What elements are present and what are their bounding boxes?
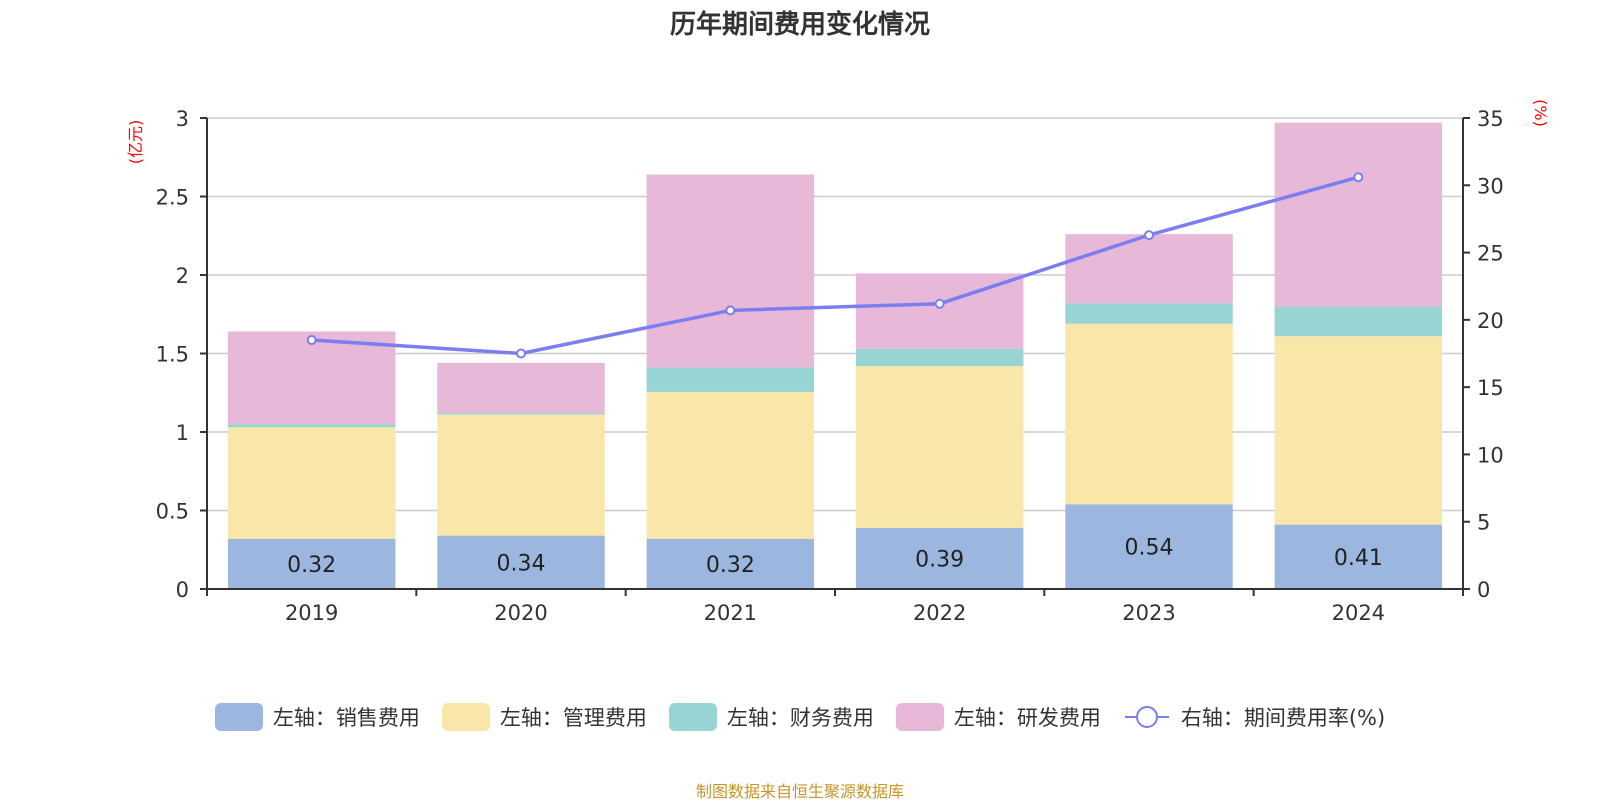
bar-segment-1 (437, 414, 605, 536)
bar-data-label: 0.39 (915, 547, 964, 572)
legend-label-sales: 左轴：销售费用 (272, 706, 420, 730)
bar-layer (227, 122, 1443, 589)
rate-point (1144, 230, 1154, 241)
gridlines (207, 117, 1463, 512)
legend-label-finance: 左轴：财务费用 (726, 706, 874, 730)
bar-segment-3 (227, 331, 396, 425)
legend-item-rnd[interactable]: 左轴：研发费用 (895, 702, 1101, 732)
bar-segment-2 (1065, 303, 1233, 324)
legend-swatch-finance (668, 703, 717, 731)
legend-swatch-rnd (895, 703, 944, 731)
bar-data-label: 0.32 (706, 553, 755, 578)
x-axis-tick-label: 2021 (704, 601, 757, 625)
left-axis-tick-label: 0 (176, 578, 189, 602)
bar-data-label: 0.34 (497, 551, 546, 576)
legend-label-rnd: 左轴：研发费用 (953, 706, 1101, 730)
right-axis-tick-label: 15 (1477, 376, 1504, 400)
legend-item-rate[interactable]: 右轴：期间费用率(%) (1123, 702, 1385, 732)
bar-segment-0 (646, 538, 815, 589)
left-axis-tick-label: 1.5 (156, 343, 189, 367)
legend-label-rate: 右轴：期间费用率(%) (1180, 706, 1386, 730)
rate-point (725, 305, 736, 316)
bar-segment-3 (646, 174, 815, 368)
bar-segment-0 (855, 527, 1024, 589)
left-axis-tick-label: 2.5 (156, 186, 189, 210)
bar-segment-1 (227, 427, 396, 539)
right-axis-tick-label: 10 (1477, 443, 1504, 467)
x-axis-tick-label: 2023 (1122, 601, 1175, 625)
bar-segment-0 (227, 538, 396, 589)
bar-segment-3 (1065, 234, 1233, 304)
rate-point (516, 348, 526, 359)
right-axis-tick-label: 0 (1477, 578, 1490, 602)
right-axis-tick-label: 20 (1477, 309, 1504, 333)
legend-item-sales[interactable]: 左轴：销售费用 (214, 702, 420, 732)
data-labels: 0.32 0.34 0.32 0.39 0.54 0.41 (287, 536, 1383, 578)
bar-data-label: 0.54 (1125, 536, 1174, 561)
source-note: 制图数据来自恒生聚源数据库 (695, 782, 904, 801)
right-axis-unit: (%) (1531, 99, 1550, 127)
legend-swatch-admin (441, 703, 490, 731)
bar-segment-3 (1274, 122, 1443, 307)
x-axis-tick-label: 2020 (494, 601, 547, 625)
rate-line (311, 175, 1359, 356)
bar-segment-0 (437, 535, 605, 589)
legend-item-admin[interactable]: 左轴：管理费用 (441, 702, 647, 732)
bar-segment-2 (646, 367, 815, 392)
left-axis-tick-label: 3 (176, 107, 189, 131)
chart-title: 历年期间费用变化情况 (669, 10, 930, 40)
right-axis-tick-label: 30 (1477, 174, 1504, 198)
bar-segment-2 (855, 348, 1024, 367)
legend-item-finance[interactable]: 左轴：财务费用 (668, 702, 874, 732)
bar-segment-2 (437, 413, 605, 415)
right-axis-tick-label: 5 (1477, 511, 1490, 535)
right-axis-tick-label: 25 (1477, 242, 1504, 266)
right-axis-tick-label: 35 (1477, 107, 1504, 131)
bar-segment-2 (1274, 306, 1443, 337)
legend: 左轴：销售费用 左轴：管理费用 左轴：财务费用 左轴：研发费用 右轴：期间费用率… (0, 702, 1600, 732)
rate-line-layer (306, 172, 1364, 359)
left-axis-unit: (亿元) (126, 120, 145, 165)
bar-segment-1 (646, 391, 815, 539)
line-circle-icon (1124, 706, 1169, 728)
rate-point (934, 298, 945, 309)
bar-segment-1 (1065, 323, 1233, 505)
x-axis-tick-label: 2022 (913, 601, 966, 625)
x-axis-tick-label: 2019 (285, 601, 338, 625)
bar-segment-0 (1065, 504, 1233, 589)
rate-point (1353, 172, 1364, 183)
left-axis-tick-label: 1 (176, 421, 189, 445)
bar-data-label: 0.32 (287, 553, 336, 578)
left-axis-tick-label: 2 (176, 264, 189, 288)
legend-label-admin: 左轴：管理费用 (499, 706, 647, 730)
legend-swatch-sales (214, 703, 263, 731)
x-axis-tick-label: 2024 (1332, 601, 1385, 625)
rate-point (306, 335, 317, 346)
bar-segment-3 (437, 362, 605, 414)
left-axis-tick-label: 0.5 (156, 500, 189, 524)
bar-data-label: 0.41 (1334, 546, 1383, 571)
bar-segment-1 (855, 366, 1024, 528)
bar-segment-0 (1274, 524, 1443, 589)
bar-segment-1 (1274, 336, 1443, 525)
bar-segment-2 (227, 424, 396, 428)
